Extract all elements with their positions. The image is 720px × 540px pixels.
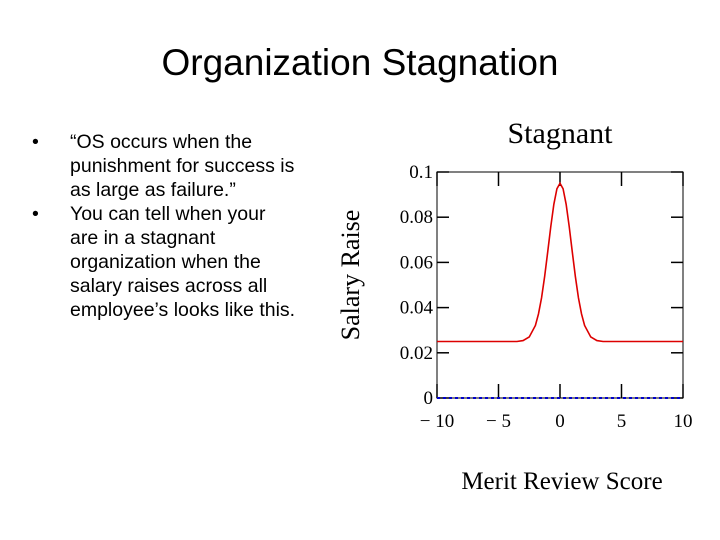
bullet-list: “OS occurs when the punishment for succe… <box>28 130 298 322</box>
y-tick-label: 0.02 <box>400 343 433 364</box>
x-tick-label: − 10 <box>420 411 454 432</box>
bullet: “OS occurs when the punishment for succe… <box>28 130 298 202</box>
x-tick-label: 10 <box>674 411 693 432</box>
y-tick-label: 0.1 <box>409 162 433 183</box>
bullet: You can tell when your are in a stagnant… <box>28 202 298 322</box>
x-tick-label: 0 <box>555 411 565 432</box>
slide-title: Organization Stagnation <box>161 42 559 83</box>
y-tick-label: 0 <box>424 388 434 409</box>
x-tick-label: 5 <box>617 411 627 432</box>
x-axis-label: Merit Review Score <box>461 468 662 495</box>
y-tick-label: 0.08 <box>400 207 433 228</box>
line-series <box>437 181 683 343</box>
y-tick-label: 0.04 <box>400 298 434 319</box>
chart-title: Stagnant <box>508 117 614 150</box>
y-axis-label: Salary Raise <box>336 210 365 341</box>
y-tick-label: 0.06 <box>400 252 433 273</box>
x-tick-label: − 5 <box>486 411 511 432</box>
plot-frame <box>436 171 684 399</box>
